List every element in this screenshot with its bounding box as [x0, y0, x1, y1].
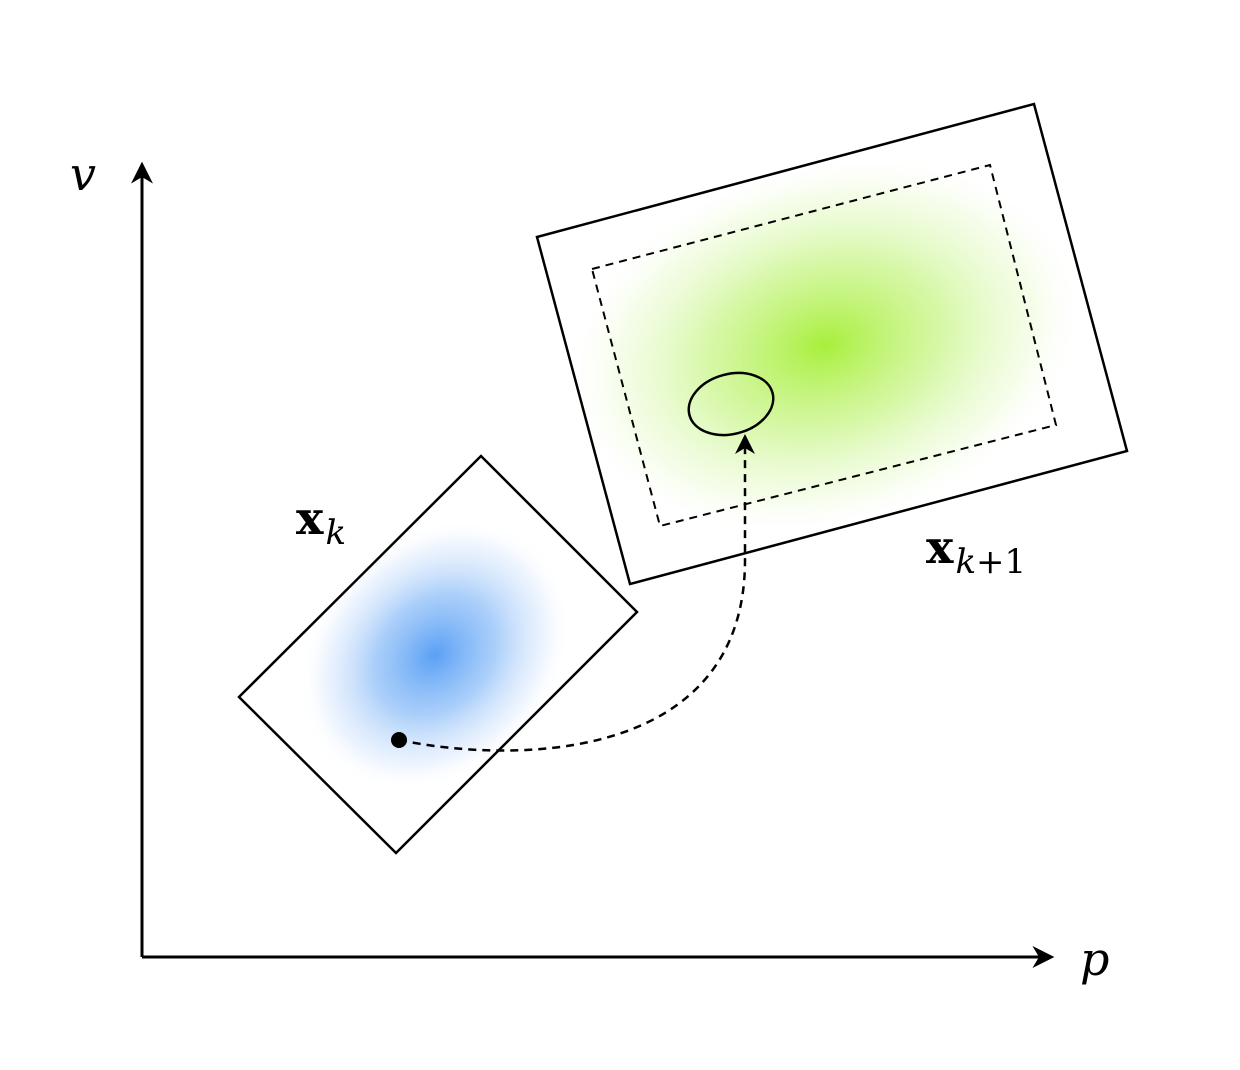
v-axis-label: v: [70, 147, 96, 201]
state-k1-inner-dashed-box: [590, 163, 1058, 528]
trajectory-curve: [398, 434, 755, 752]
start-point: [391, 732, 407, 748]
state-k-box: [237, 454, 639, 855]
state-k-label: xk: [296, 491, 346, 553]
blue-density-blob: [299, 519, 571, 791]
green-density-blob: [564, 153, 1086, 537]
target-ellipse: [687, 371, 775, 437]
p-axis-label: p: [1080, 932, 1109, 986]
state-k1-label: xk+1: [926, 520, 1026, 582]
state-k1-outer-box: [535, 102, 1129, 586]
